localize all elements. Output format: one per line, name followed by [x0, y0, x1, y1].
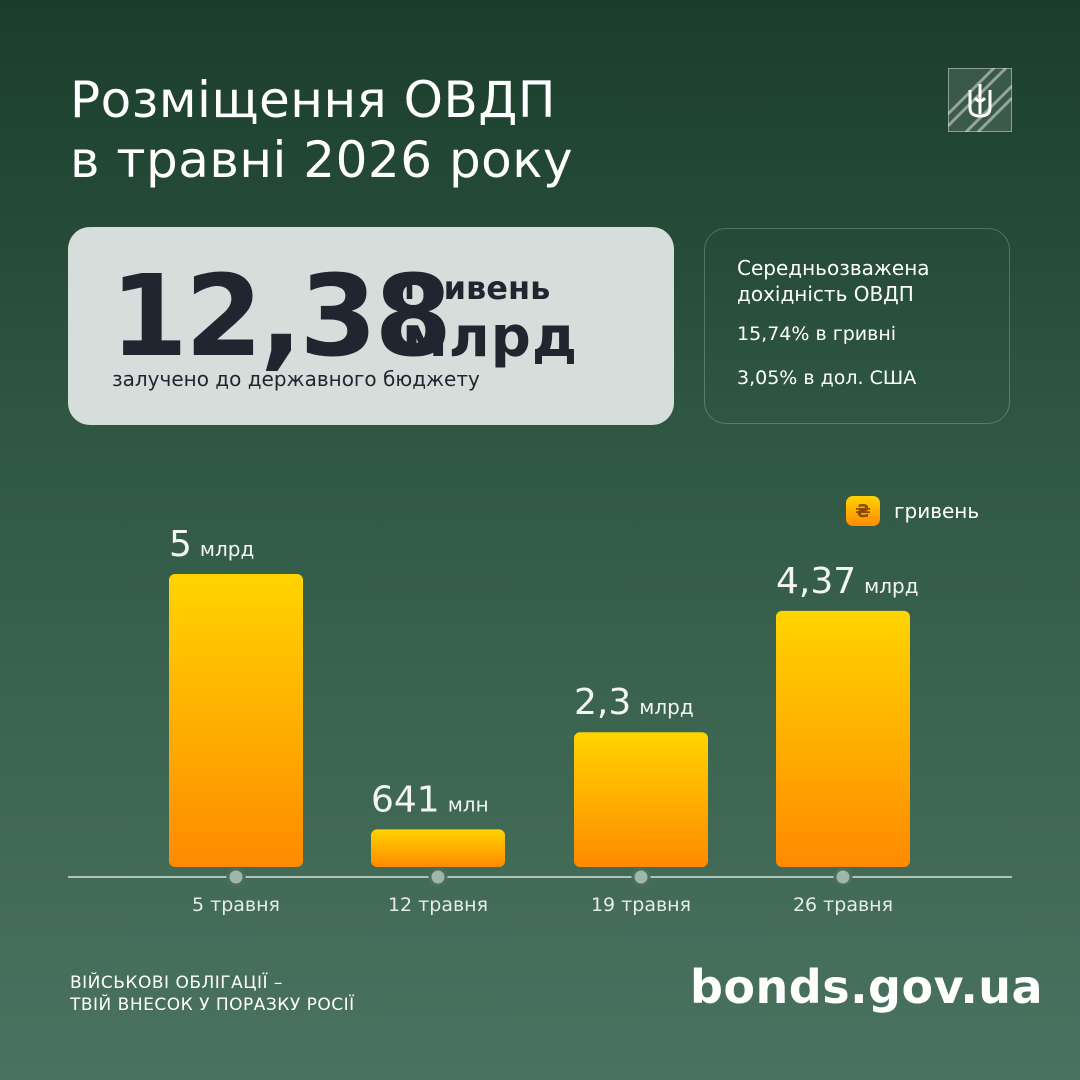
value-label-1: 5 млрд: [169, 524, 254, 565]
category-label-3: 19 травня: [591, 894, 691, 916]
yield-uah: 15,74% в гривні: [737, 323, 897, 345]
hryvnia-icon: ₴: [846, 496, 880, 526]
value-label-3: 2,3 млрд: [574, 682, 694, 723]
category-label-2: 12 травня: [388, 894, 488, 916]
axis-marker-2: [428, 867, 448, 887]
value-label-2: 641 млн: [371, 779, 489, 820]
total-amount-card: 12,38 гривень млрд залучено до державног…: [68, 227, 674, 425]
legend-label: гривень: [894, 499, 980, 523]
axis-marker-4: [833, 867, 853, 887]
yield-title: Середньозважена дохідність ОВДП: [737, 256, 930, 306]
site-link[interactable]: bonds.gov.ua: [690, 960, 1044, 1014]
yield-usd: 3,05% в дол. США: [737, 367, 917, 389]
yield-card: Середньозважена дохідність ОВДП 15,74% в…: [704, 228, 1010, 424]
slogan-line-1: ВІЙСЬКОВІ ОБЛІГАЦІЇ –: [70, 973, 283, 993]
title-line-1: Розміщення ОВДП: [70, 71, 556, 129]
bar-2: [371, 829, 505, 867]
bar-4: [776, 610, 910, 867]
bar-1: [169, 574, 303, 867]
chart-legend: ₴ гривень: [846, 496, 979, 526]
slogan-line-2: ТВІЙ ВНЕСОК У ПОРАЗКУ РОСІЇ: [70, 995, 355, 1015]
value-label-4: 4,37 млрд: [776, 561, 919, 602]
title-line-2: в травні 2026 року: [70, 131, 574, 189]
total-unit: млрд: [402, 305, 579, 370]
tryzub-icon: [948, 68, 1012, 132]
footer-slogan: ВІЙСЬКОВІ ОБЛІГАЦІЇ – ТВІЙ ВНЕСОК У ПОРА…: [70, 972, 355, 1016]
axis-marker-1: [226, 867, 246, 887]
total-caption: залучено до державного бюджету: [112, 367, 480, 391]
page-title: Розміщення ОВДП в травні 2026 року: [70, 70, 573, 190]
total-amount: 12,38: [110, 252, 452, 382]
category-label-1: 5 травня: [192, 894, 280, 916]
bar-3: [574, 732, 708, 867]
category-label-4: 26 травня: [793, 894, 893, 916]
axis-marker-3: [631, 867, 651, 887]
total-currency: гривень: [404, 269, 551, 307]
